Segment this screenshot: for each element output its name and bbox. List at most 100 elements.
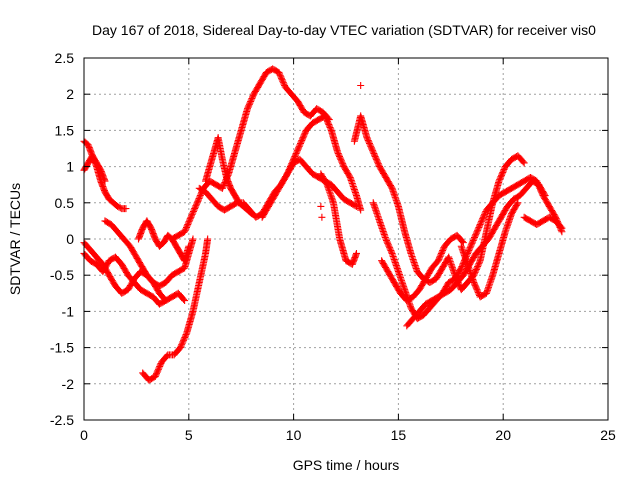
data-point-track-13: [474, 261, 482, 269]
data-point-track-8: [244, 103, 252, 111]
data-point-track-14: [470, 234, 478, 242]
data-point-track-8: [193, 199, 201, 207]
data-point-track-14: [382, 235, 390, 243]
x-tick-label: 0: [80, 427, 88, 443]
data-point-track-3: [181, 297, 189, 305]
data-point-track-14: [458, 263, 466, 271]
data-point-track-14: [466, 244, 474, 252]
data-point-track-8: [277, 74, 285, 82]
data-point-track-8: [190, 206, 198, 214]
data-point-track-11: [321, 112, 329, 120]
data-point-track-13: [365, 138, 373, 146]
data-point-track-8: [247, 97, 255, 105]
data-point-track-7: [151, 373, 159, 381]
data-point-track-14: [387, 248, 395, 256]
data-point-track-8: [196, 192, 204, 200]
data-point-track-10: [247, 209, 255, 217]
y-tick-label: -0.5: [50, 267, 74, 283]
data-point-track-16: [458, 237, 466, 245]
data-point-track-16: [435, 255, 443, 263]
data-point-track-16: [439, 247, 447, 255]
data-point-track-14: [476, 222, 484, 230]
data-point-track-8: [249, 93, 257, 101]
data-point-track-13: [498, 171, 506, 179]
data-point-track-11: [337, 157, 345, 165]
data-point-track-7: [204, 235, 212, 243]
data-point-track-11: [322, 115, 330, 123]
data-point-track-15: [540, 190, 548, 198]
data-point-track-14: [457, 264, 465, 272]
data-point-track-8: [219, 183, 227, 191]
data-point-track-11: [291, 151, 299, 159]
x-tick-label: 10: [286, 427, 302, 443]
data-point-track-16: [459, 239, 467, 247]
data-point-track-13: [498, 170, 506, 178]
chart-title: Day 167 of 2018, Sidereal Day-to-day VTE…: [92, 22, 596, 38]
data-point-track-11: [292, 150, 300, 158]
data-point-track-8: [188, 212, 196, 220]
data-point-track-17: [470, 280, 478, 288]
data-point-track-14: [476, 221, 484, 229]
data-point-track-8: [278, 76, 286, 84]
data-point-track-8: [245, 102, 253, 110]
data-point-track-7: [177, 342, 185, 350]
x-tick-labels: 0 5 10 15 20 25: [80, 427, 616, 443]
data-point-track-8: [248, 95, 256, 103]
axis-ticks: [83, 57, 609, 421]
data-point-track-4: [160, 297, 168, 305]
data-point-track-11: [299, 134, 307, 142]
data-point-track-14: [477, 219, 485, 227]
data-point-track-7: [154, 365, 162, 373]
data-point-track-11: [298, 137, 306, 145]
x-tick-label: 25: [600, 427, 616, 443]
data-point-track-3: [180, 295, 188, 303]
data-point-track-14: [384, 241, 392, 249]
data-point-track-14: [469, 236, 477, 244]
data-point-track-7: [153, 370, 161, 378]
data-point-track-11: [336, 152, 344, 160]
data-point-track-12: [352, 249, 360, 257]
data-point-track-7: [176, 344, 184, 352]
data-point-track-17: [470, 278, 478, 286]
data-point-track-13: [373, 157, 381, 165]
data-point-track-8: [189, 207, 197, 215]
data-point-track-11: [357, 206, 365, 214]
data-point-track-8: [189, 209, 197, 217]
data-point-track-13: [363, 134, 371, 142]
data-point-track-8: [276, 70, 284, 78]
data-point-track-14: [382, 236, 390, 244]
data-point-track-8: [196, 193, 204, 201]
data-point-track-8: [279, 79, 287, 87]
x-tick-label: 15: [391, 427, 407, 443]
data-point-track-18: [557, 223, 565, 231]
data-point-track-8: [280, 80, 288, 88]
data-point-track-7: [152, 371, 160, 379]
data-point-track-17: [474, 287, 482, 295]
data-point-track-11: [326, 124, 334, 132]
data-point-track-11: [297, 138, 305, 146]
data-point-track-8: [185, 218, 193, 226]
data-point-track-14: [384, 239, 392, 247]
data-point-track-11: [336, 154, 344, 162]
data-point-track-13: [472, 265, 480, 273]
data-point-track-11: [287, 161, 295, 169]
data-point-track-8: [182, 225, 190, 233]
data-point-track-8: [245, 100, 253, 108]
data-point-track-7: [155, 364, 163, 372]
data-point-track-17: [474, 289, 482, 297]
data-point-track-11: [323, 116, 331, 124]
data-point-track-17: [473, 286, 481, 294]
data-point-track-14: [472, 229, 480, 237]
data-point-track-7: [154, 367, 162, 375]
data-point-track-7: [180, 335, 188, 343]
data-point-track-13: [364, 137, 372, 145]
y-tick-label: -1.5: [50, 340, 74, 356]
data-point-track-7: [179, 338, 187, 346]
data-point-track-13: [499, 168, 507, 176]
data-point-track-11: [327, 125, 335, 133]
data-point-track-8: [192, 202, 200, 210]
data-point-track-8: [188, 210, 196, 218]
data-point-track-11: [339, 160, 347, 168]
data-point-track-14: [471, 232, 479, 240]
